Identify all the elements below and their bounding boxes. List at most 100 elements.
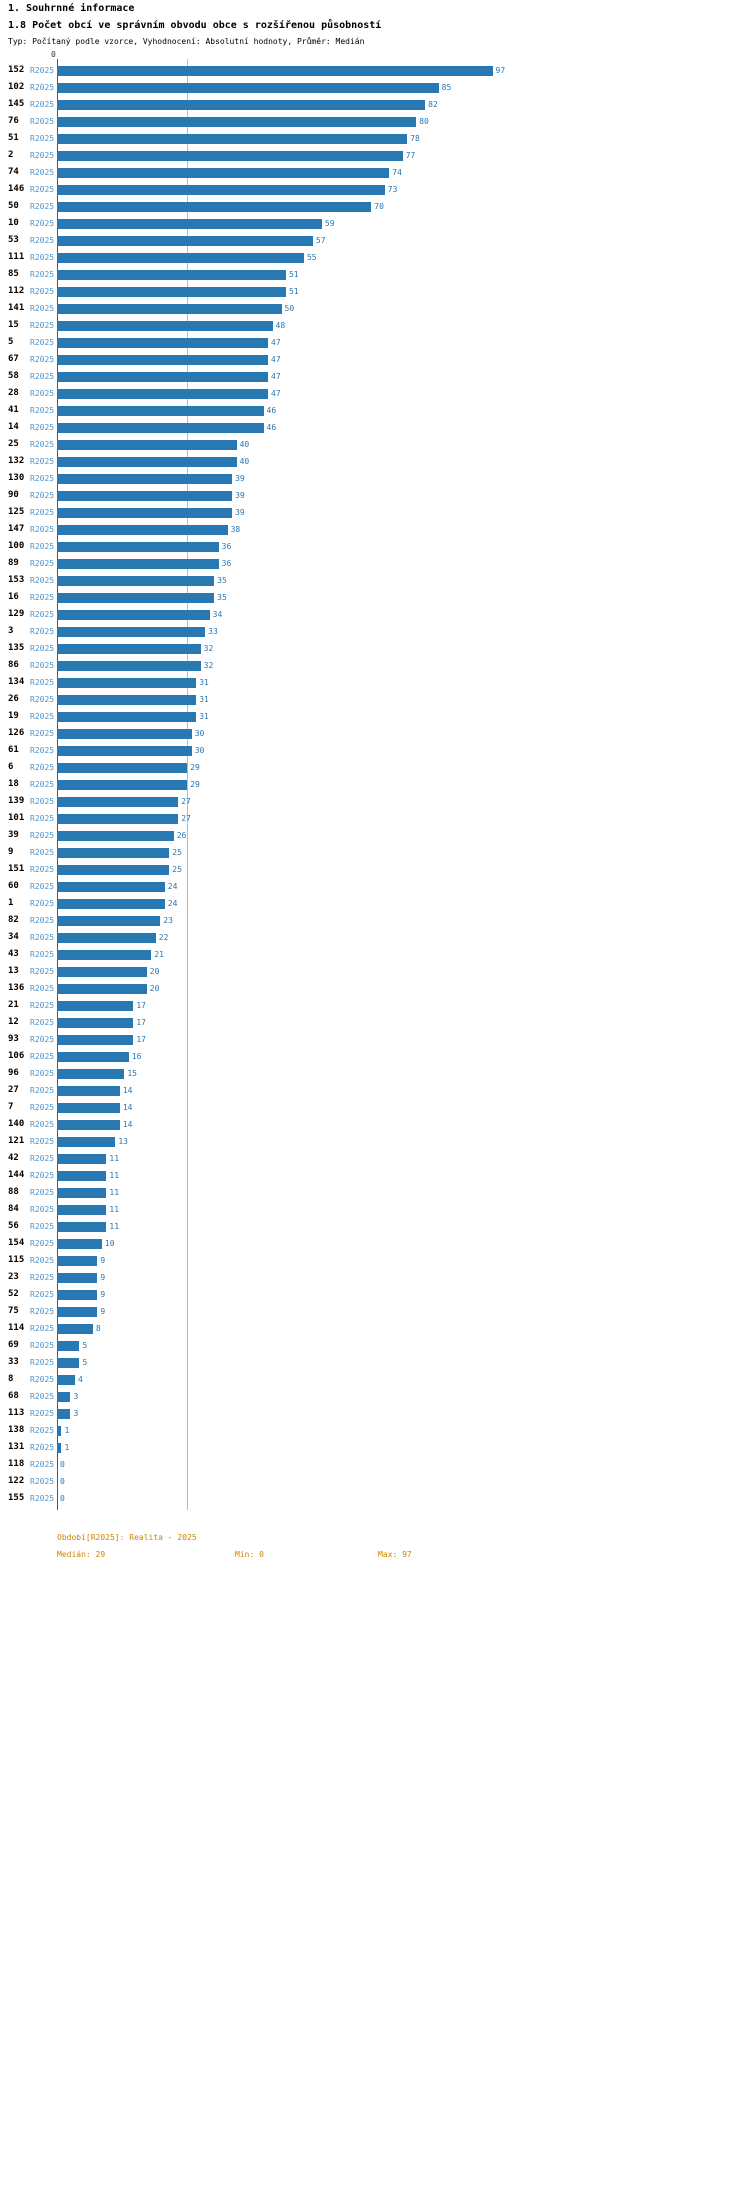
- chart-row: 112 R2025 51: [0, 283, 750, 300]
- category-label: 134: [8, 677, 25, 687]
- chart-row: 90 R2025 39: [0, 487, 750, 504]
- series-label: R2025: [30, 967, 55, 976]
- category-label: 121: [8, 1136, 25, 1146]
- series-label: R2025: [30, 525, 55, 534]
- series-label: R2025: [30, 1358, 55, 1367]
- series-label: R2025: [30, 1188, 55, 1197]
- series-label: R2025: [30, 882, 55, 891]
- category-label: 12: [8, 1017, 19, 1027]
- value-label: 23: [163, 916, 173, 925]
- series-label: R2025: [30, 304, 55, 313]
- chart-row: 15 R2025 48: [0, 317, 750, 334]
- series-label: R2025: [30, 576, 55, 585]
- series-label: R2025: [30, 1477, 55, 1486]
- chart-row: 154 R2025 10: [0, 1235, 750, 1252]
- value-label: 30: [194, 729, 205, 738]
- series-label: R2025: [30, 389, 55, 398]
- bar: [57, 593, 215, 603]
- chart-row: 151 R2025 25: [0, 861, 750, 878]
- chart-row: 101 R2025 27: [0, 810, 750, 827]
- chart-row: 6 R2025 29: [0, 759, 750, 776]
- series-label: R2025: [30, 950, 55, 959]
- value-label: 11: [109, 1222, 120, 1231]
- category-label: 7: [8, 1102, 14, 1112]
- bar: [57, 542, 219, 552]
- chart-row: 121 R2025 13: [0, 1133, 750, 1150]
- bar: [57, 797, 179, 807]
- series-label: R2025: [30, 1035, 55, 1044]
- max-stat: Max: 97: [378, 1550, 412, 1559]
- value-label: 24: [167, 882, 178, 891]
- bar: [57, 780, 188, 790]
- value-label: 4: [77, 1375, 83, 1384]
- category-label: 74: [8, 167, 19, 177]
- category-label: 75: [8, 1306, 19, 1316]
- value-label: 48: [275, 321, 286, 330]
- value-label: 1: [64, 1426, 70, 1435]
- category-label: 147: [8, 524, 25, 534]
- value-label: 39: [235, 474, 245, 483]
- chart-row: 69 R2025 5: [0, 1337, 750, 1354]
- series-label: R2025: [30, 1273, 55, 1282]
- chart-row: 53 R2025 57: [0, 232, 750, 249]
- value-label: 11: [109, 1188, 120, 1197]
- bar: [57, 1239, 102, 1249]
- series-label: R2025: [30, 1290, 55, 1299]
- value-label: 33: [208, 627, 218, 636]
- value-label: 97: [495, 66, 506, 75]
- series-label: R2025: [30, 236, 55, 245]
- value-label: 9: [100, 1273, 106, 1282]
- chart-row: 19 R2025 31: [0, 708, 750, 725]
- category-label: 135: [8, 643, 25, 653]
- chart-row: 25 R2025 40: [0, 436, 750, 453]
- chart-row: 135 R2025 32: [0, 640, 750, 657]
- category-label: 43: [8, 949, 19, 959]
- bar: [57, 219, 322, 229]
- value-label: 13: [118, 1137, 128, 1146]
- category-label: 69: [8, 1340, 19, 1350]
- category-label: 146: [8, 184, 25, 194]
- series-label: R2025: [30, 780, 55, 789]
- value-label: 73: [387, 185, 398, 194]
- chart-row: 153 R2025 35: [0, 572, 750, 589]
- chart-row: 115 R2025 9: [0, 1252, 750, 1269]
- series-label: R2025: [30, 644, 55, 653]
- category-label: 8: [8, 1374, 14, 1384]
- value-label: 46: [266, 406, 277, 415]
- category-label: 114: [8, 1323, 25, 1333]
- category-label: 106: [8, 1051, 25, 1061]
- chart-row: 58 R2025 47: [0, 368, 750, 385]
- chart-row: 76 R2025 80: [0, 113, 750, 130]
- chart-row: 139 R2025 27: [0, 793, 750, 810]
- bar: [57, 661, 201, 671]
- category-label: 136: [8, 983, 25, 993]
- series-label: R2025: [30, 508, 55, 517]
- value-label: 26: [176, 831, 187, 840]
- bar: [57, 1443, 62, 1453]
- bar: [57, 576, 215, 586]
- x-axis-zero-label: 0: [51, 50, 56, 59]
- series-label: R2025: [30, 1392, 55, 1401]
- bar: [57, 1341, 80, 1351]
- category-label: 21: [8, 1000, 19, 1010]
- series-label: R2025: [30, 1086, 55, 1095]
- bar: [57, 525, 228, 535]
- value-label: 9: [100, 1307, 106, 1316]
- category-label: 1: [8, 898, 14, 908]
- series-label: R2025: [30, 627, 55, 636]
- value-label: 31: [199, 712, 209, 721]
- bar: [57, 1205, 107, 1215]
- chart-row: 41 R2025 46: [0, 402, 750, 419]
- value-label: 10: [104, 1239, 115, 1248]
- bar: [57, 389, 269, 399]
- series-label: R2025: [30, 610, 55, 619]
- chart-row: 84 R2025 11: [0, 1201, 750, 1218]
- bar: [57, 627, 206, 637]
- chart-row: 60 R2025 24: [0, 878, 750, 895]
- category-label: 52: [8, 1289, 19, 1299]
- bar: [57, 1290, 98, 1300]
- category-label: 111: [8, 252, 25, 262]
- series-label: R2025: [30, 1171, 55, 1180]
- chart-meta-line: Typ: Počítaný podle vzorce, Vyhodnocení:…: [8, 37, 365, 46]
